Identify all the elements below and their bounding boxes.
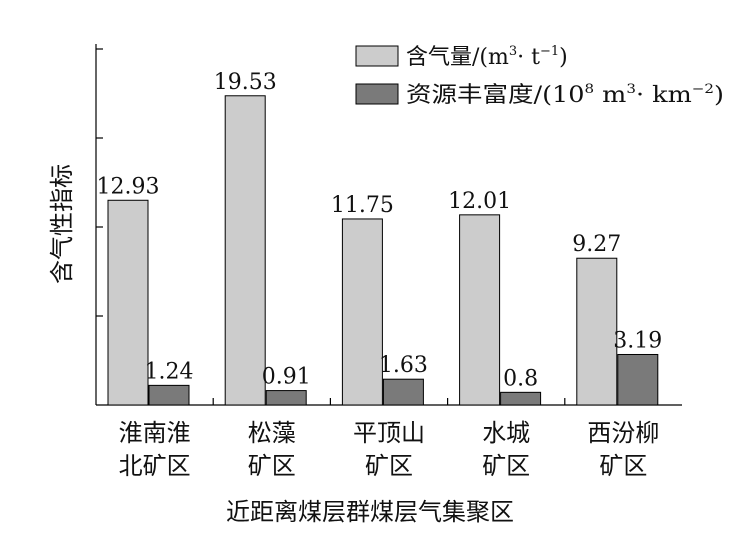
bar-resource-abundance-3 bbox=[500, 391, 542, 406]
value-label-resource-abundance-3: 0.8 bbox=[503, 366, 538, 391]
bar-gas-content-0 bbox=[107, 199, 149, 406]
category-label-0-line-1: 北矿区 bbox=[119, 452, 191, 480]
category-label-3-line-0: 水城 bbox=[482, 419, 530, 447]
value-label-resource-abundance-0: 1.24 bbox=[145, 359, 194, 384]
y-axis-label: 含气性指标 bbox=[48, 164, 76, 284]
category-label-4-line-0: 西汾柳 bbox=[587, 419, 659, 447]
value-label-resource-abundance-4: 3.19 bbox=[613, 328, 662, 353]
value-label-resource-abundance-2: 1.63 bbox=[379, 353, 428, 378]
bar-gas-content-2 bbox=[341, 218, 383, 406]
value-label-gas-content-0: 12.93 bbox=[97, 174, 160, 199]
legend-swatch-resource-abundance bbox=[355, 83, 399, 105]
category-label-2-line-1: 矿区 bbox=[365, 452, 413, 480]
legend-swatch-gas-content bbox=[355, 45, 399, 67]
bar-resource-abundance-1 bbox=[265, 390, 307, 406]
bars bbox=[107, 95, 659, 406]
value-label-gas-content-4: 9.27 bbox=[572, 232, 621, 257]
category-label-2-line-0: 平顶山 bbox=[353, 419, 425, 447]
bar-gas-content-3 bbox=[459, 214, 501, 406]
value-label-gas-content-3: 12.01 bbox=[448, 189, 511, 214]
bar-resource-abundance-4 bbox=[617, 353, 659, 406]
legend-label-gas-content: 含气量/(m3· t−1) bbox=[406, 44, 568, 70]
category-label-4-line-1: 矿区 bbox=[599, 452, 647, 480]
legend: 含气量/(m3· t−1) 资源丰富度/(10 8 m 3· km −2) bbox=[355, 44, 724, 108]
category-label-3-line-1: 矿区 bbox=[482, 452, 530, 480]
bar-gas-content-4 bbox=[576, 257, 618, 406]
bar-resource-abundance-0 bbox=[148, 384, 190, 406]
category-label-1-line-1: 矿区 bbox=[248, 452, 296, 480]
bar-resource-abundance-2 bbox=[382, 378, 424, 406]
y-ticks bbox=[96, 48, 103, 317]
value-label-gas-content-1: 19.53 bbox=[214, 70, 277, 95]
legend-label-resource-abundance: 资源丰富度/(10 8 m 3· km −2) bbox=[406, 82, 724, 108]
value-labels: 12.93 1.24 19.53 0.91 11.75 1.63 12.01 0.8 9.27 3… bbox=[97, 70, 663, 392]
category-label-1-line-0: 松藻 bbox=[248, 419, 296, 447]
x-axis-label: 近距离煤层群煤层气集聚区 bbox=[226, 498, 514, 526]
value-label-resource-abundance-1: 0.91 bbox=[262, 365, 311, 390]
bar-gas-content-1 bbox=[224, 95, 266, 406]
value-label-gas-content-2: 11.75 bbox=[331, 193, 394, 218]
category-label-0-line-0: 淮南淮 bbox=[119, 419, 191, 447]
